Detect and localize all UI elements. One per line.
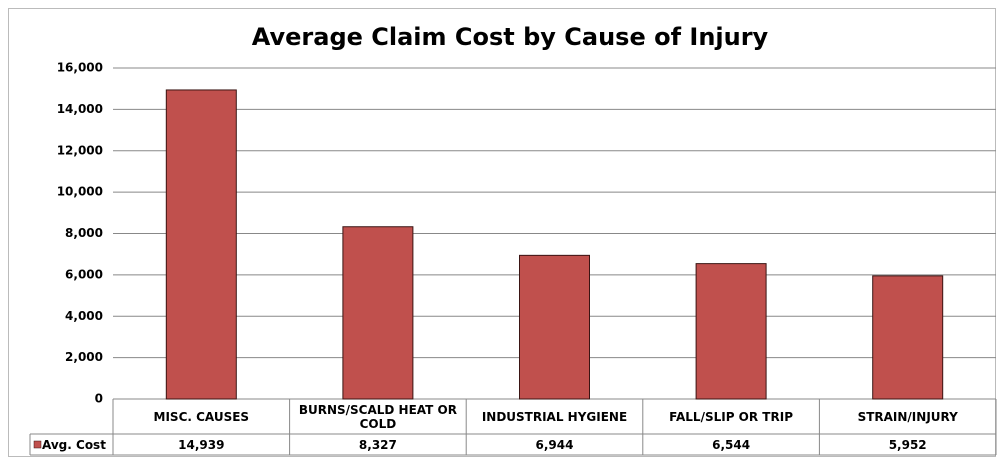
y-tick-label: 0	[95, 392, 103, 406]
y-tick-label: 14,000	[57, 102, 103, 116]
bar	[165, 89, 237, 400]
y-tick-label: 4,000	[65, 309, 103, 323]
x-tick-label: FALL/SLIP OR TRIP	[669, 409, 793, 424]
x-tick-label: BURNS/SCALD HEAT OR COLD	[298, 402, 457, 431]
legend-swatch	[33, 440, 42, 449]
bar	[695, 263, 767, 400]
legend-label: Avg. Cost	[42, 437, 106, 452]
x-tick-label: MISC. CAUSES	[153, 409, 250, 424]
data-label: 6,944	[535, 437, 574, 452]
y-tick-label: 16,000	[57, 61, 103, 75]
data-label: 14,939	[178, 437, 225, 452]
chart-title: Average Claim Cost by Cause of Injury	[252, 23, 769, 51]
bar	[519, 254, 590, 400]
x-tick-label: INDUSTRIAL HYGIENE	[481, 409, 628, 424]
y-tick-label: 2,000	[65, 350, 103, 364]
y-tick-label: 12,000	[57, 143, 103, 157]
x-tick-label: STRAIN/INJURY	[857, 409, 958, 424]
bar	[342, 226, 414, 400]
data-label: 6,544	[712, 437, 751, 452]
bar	[872, 275, 944, 400]
y-tick-label: 10,000	[57, 185, 103, 199]
chart-border	[8, 8, 996, 457]
y-tick-label: 8,000	[65, 226, 103, 240]
data-label: 8,327	[358, 437, 397, 452]
data-label: 5,952	[888, 437, 927, 452]
y-tick-label: 6,000	[65, 267, 103, 281]
